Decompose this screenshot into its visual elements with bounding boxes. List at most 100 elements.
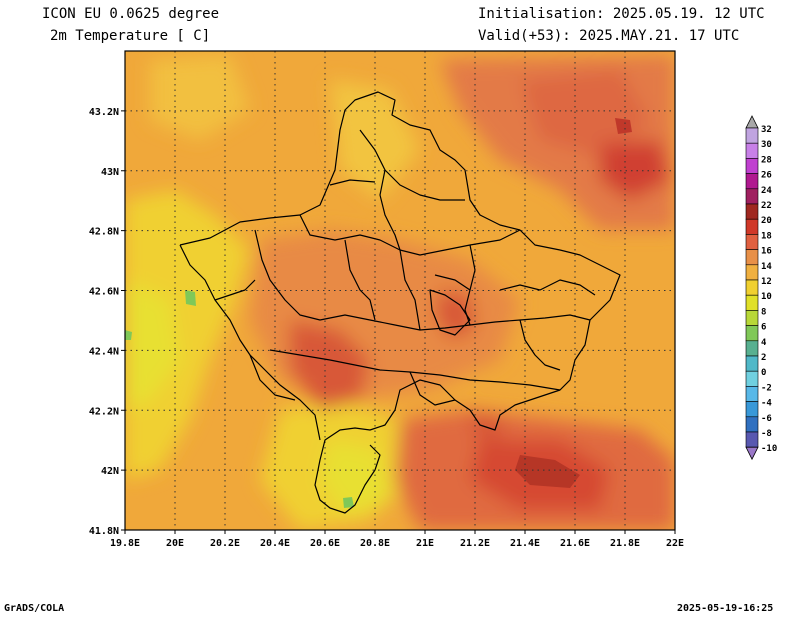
field-warm-ne-core (520, 70, 650, 160)
colorbar-swatch (745, 431, 759, 448)
footer-timestamp: 2025-05-19-16:25 (677, 603, 774, 614)
x-axis-ticks: 19.8E 20E 20.2E 20.4E 20.6E 20.8E 21E 21.2E 21.4… (110, 530, 684, 549)
field-hot-south (470, 410, 505, 440)
model-title: ICON EU 0.0625 degree (42, 6, 220, 22)
x-tick-label: 21E (416, 538, 434, 549)
init-time: Initialisation: 2025.05.19. 12 UTC (478, 6, 765, 22)
se-region-line (519, 319, 561, 371)
x-tick-label: 20.6E (310, 538, 340, 549)
x-tick-label: 21.8E (610, 538, 640, 549)
field-peak-ne (615, 118, 632, 134)
x-tick-label: 20.4E (260, 538, 290, 549)
colorbar-swatch (745, 370, 759, 387)
colorbar-label: 30 (761, 140, 772, 150)
colorbar-label: 16 (761, 247, 772, 257)
admin-borders (179, 91, 621, 514)
colorbar-label: 18 (761, 231, 772, 241)
colorbar-swatch (745, 218, 759, 235)
x-tick-label: 21.6E (560, 538, 590, 549)
colorbar-swatch (745, 310, 759, 326)
colorbar-label: 24 (761, 186, 772, 196)
colorbar-swatch (745, 355, 759, 372)
y-tick-label: 42.4N (89, 346, 119, 357)
colorbar-swatch (745, 127, 759, 144)
field-cool-west (125, 190, 250, 480)
colorbar-swatch (745, 188, 759, 205)
colorbar-label: -6 (761, 414, 772, 424)
colorbar-label: 10 (761, 292, 772, 302)
colorbar-label: 8 (761, 307, 766, 317)
field-mild-nw (150, 55, 250, 140)
field-hot-center (290, 320, 370, 410)
colorbar-swatch (745, 234, 759, 250)
colorbar-swatch (745, 386, 759, 402)
y-tick-label: 42.2N (89, 406, 119, 417)
colorbar-swatch (745, 142, 759, 159)
colorbar-swatch (745, 264, 759, 281)
x-tick-label: 20.8E (360, 538, 390, 549)
outer-border (179, 91, 621, 514)
east-region-line (499, 279, 596, 296)
central-enclave (429, 289, 471, 336)
y-tick-label: 42N (101, 466, 119, 477)
colorbar-label: 12 (761, 277, 772, 287)
east-divide (399, 249, 421, 331)
colorbar-swatch (745, 249, 759, 266)
field-green-spot-s (343, 497, 354, 508)
colorbar-label: -10 (761, 444, 777, 454)
colorbar-label: -4 (761, 399, 772, 409)
colorbar-swatch (745, 158, 759, 174)
colorbar-swatch (745, 173, 759, 190)
colorbar-swatch (745, 401, 759, 418)
west-inner-line (214, 279, 256, 301)
colorbar-label: 4 (761, 338, 767, 348)
central-region-line (254, 229, 591, 331)
colorbar-swatch (745, 340, 759, 357)
colorbar-label: 6 (761, 323, 766, 333)
central-east-piece (434, 274, 471, 291)
colorbar-label: 0 (761, 368, 766, 378)
y-axis-ticks: 41.8N 42N 42.2N 42.4N 42.6N 42.8N 43N 43.2N (89, 107, 125, 537)
colorbar-label: -8 (761, 429, 772, 439)
south-central-line (409, 371, 456, 406)
x-tick-label: 20E (166, 538, 184, 549)
central-divide (344, 239, 376, 321)
colorbar-label: 20 (761, 216, 772, 226)
colorbar-swatch (745, 416, 759, 433)
field-green-spot-w (185, 290, 196, 306)
colorbar-max-arrow (745, 115, 759, 129)
variable-title: 2m Temperature [ C] (50, 28, 211, 44)
field-hot-ne (600, 140, 670, 200)
y-tick-label: 41.8N (89, 526, 119, 537)
colorbar-label: 22 (761, 201, 772, 211)
y-tick-label: 43N (101, 167, 119, 178)
colorbar-label: -2 (761, 383, 772, 393)
y-tick-label: 42.8N (89, 227, 119, 238)
y-tick-label: 43.2N (89, 107, 119, 118)
colorbar-label: 26 (761, 171, 772, 181)
colorbar-swatch (745, 203, 759, 220)
colorbar-swatch (745, 279, 759, 296)
colorbar-label: 28 (761, 155, 772, 165)
graticule (125, 51, 675, 530)
x-tick-label: 21.4E (510, 538, 540, 549)
colorbar-swatch (745, 325, 759, 342)
nw-inner-line (329, 179, 376, 186)
y-tick-label: 42.6N (89, 287, 119, 298)
colorbar-label: 32 (761, 125, 772, 135)
sw-region-line (249, 354, 296, 401)
west-border (179, 244, 321, 441)
x-tick-label: 22E (666, 538, 684, 549)
field-green-spot-edge (125, 330, 132, 340)
x-tick-label: 21.2E (460, 538, 490, 549)
north-inner-line (359, 129, 465, 201)
colorbar-swatch (745, 294, 759, 311)
footer-software: GrADS/COLA (4, 603, 65, 614)
field-peak-se (515, 455, 580, 488)
colorbar-label: 2 (761, 353, 766, 363)
field-cool-south-core (320, 440, 390, 515)
north-split (379, 169, 401, 251)
field-cool-west-core (125, 280, 180, 410)
